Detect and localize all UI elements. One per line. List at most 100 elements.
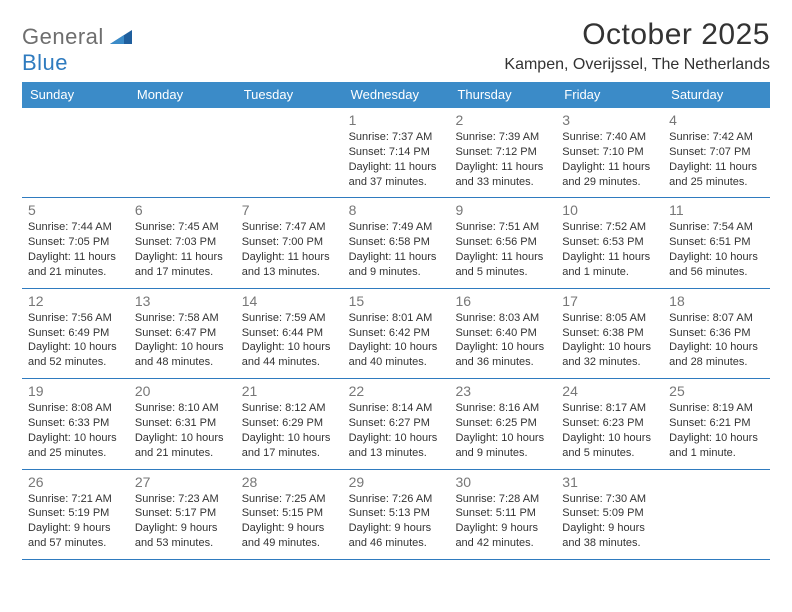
day-cell: 23Sunrise: 8:16 AMSunset: 6:25 PMDayligh… [449, 379, 556, 468]
daylight-text: Daylight: 10 hours and 5 minutes. [562, 431, 657, 461]
daylight-text: Daylight: 10 hours and 36 minutes. [455, 340, 550, 370]
sunset-text: Sunset: 6:53 PM [562, 235, 657, 250]
sunset-text: Sunset: 6:38 PM [562, 326, 657, 341]
day-cell: 6 Sunrise: 7:45 AMSunset: 7:03 PMDaylight… [129, 198, 236, 287]
day-cell: 27Sunrise: 7:23 AMSunset: 5:17 PMDayligh… [129, 470, 236, 559]
sunrise-text: Sunrise: 8:08 AM [28, 401, 123, 416]
bottom-rule [22, 559, 770, 560]
day-number: 5 [28, 202, 123, 218]
sunrise-text: Sunrise: 7:54 AM [669, 220, 764, 235]
day-cell: 29Sunrise: 7:26 AMSunset: 5:13 PMDayligh… [343, 470, 450, 559]
daylight-text: Daylight: 9 hours and 46 minutes. [349, 521, 444, 551]
day-number: 29 [349, 474, 444, 490]
day-number: 22 [349, 383, 444, 399]
sunset-text: Sunset: 6:25 PM [455, 416, 550, 431]
calendar-page: General Blue October 2025 Kampen, Overij… [0, 0, 792, 570]
day-cell: 2Sunrise: 7:39 AMSunset: 7:12 PMDaylight… [449, 108, 556, 197]
sunset-text: Sunset: 7:10 PM [562, 145, 657, 160]
weekday-friday: Friday [556, 82, 663, 108]
day-cell: 19Sunrise: 8:08 AMSunset: 6:33 PMDayligh… [22, 379, 129, 468]
daylight-text: Daylight: 10 hours and 9 minutes. [455, 431, 550, 461]
weekday-saturday: Saturday [663, 82, 770, 108]
sunrise-text: Sunrise: 7:25 AM [242, 492, 337, 507]
day-cell: 8Sunrise: 7:49 AMSunset: 6:58 PMDaylight… [343, 198, 450, 287]
sunset-text: Sunset: 6:44 PM [242, 326, 337, 341]
day-cell: 16Sunrise: 8:03 AMSunset: 6:40 PMDayligh… [449, 289, 556, 378]
sunrise-text: Sunrise: 7:21 AM [28, 492, 123, 507]
day-cell: 13Sunrise: 7:58 AMSunset: 6:47 PMDayligh… [129, 289, 236, 378]
day-number: 18 [669, 293, 764, 309]
sunset-text: Sunset: 7:03 PM [135, 235, 230, 250]
sunrise-text: Sunrise: 7:30 AM [562, 492, 657, 507]
day-number: 11 [669, 202, 764, 218]
sunset-text: Sunset: 5:15 PM [242, 506, 337, 521]
daylight-text: Daylight: 10 hours and 1 minute. [669, 431, 764, 461]
day-number: 17 [562, 293, 657, 309]
day-cell: 30Sunrise: 7:28 AMSunset: 5:11 PMDayligh… [449, 470, 556, 559]
week-row: 5Sunrise: 7:44 AMSunset: 7:05 PMDaylight… [22, 197, 770, 287]
sunrise-text: Sunrise: 7:59 AM [242, 311, 337, 326]
brand-logo: General Blue [22, 18, 132, 76]
day-cell: 11Sunrise: 7:54 AMSunset: 6:51 PMDayligh… [663, 198, 770, 287]
daylight-text: Daylight: 11 hours and 37 minutes. [349, 160, 444, 190]
daylight-text: Daylight: 10 hours and 44 minutes. [242, 340, 337, 370]
daylight-text: Daylight: 11 hours and 29 minutes. [562, 160, 657, 190]
daylight-text: Daylight: 10 hours and 32 minutes. [562, 340, 657, 370]
sunrise-text: Sunrise: 7:42 AM [669, 130, 764, 145]
sunset-text: Sunset: 5:19 PM [28, 506, 123, 521]
day-number: 24 [562, 383, 657, 399]
sunset-text: Sunset: 6:31 PM [135, 416, 230, 431]
daylight-text: Daylight: 11 hours and 17 minutes. [135, 250, 230, 280]
sunrise-text: Sunrise: 7:47 AM [242, 220, 337, 235]
day-number: 3 [562, 112, 657, 128]
day-cell: 9Sunrise: 7:51 AMSunset: 6:56 PMDaylight… [449, 198, 556, 287]
sunset-text: Sunset: 6:36 PM [669, 326, 764, 341]
sunrise-text: Sunrise: 7:56 AM [28, 311, 123, 326]
empty-cell [663, 470, 770, 559]
day-cell: 24 Sunrise: 8:17 AMSunset: 6:23 PMDayligh… [556, 379, 663, 468]
day-number: 13 [135, 293, 230, 309]
day-cell: 20Sunrise: 8:10 AMSunset: 6:31 PMDayligh… [129, 379, 236, 468]
day-number: 31 [562, 474, 657, 490]
weekday-monday: Monday [129, 82, 236, 108]
weekday-thursday: Thursday [449, 82, 556, 108]
header: General Blue October 2025 Kampen, Overij… [22, 18, 770, 76]
sunrise-text: Sunrise: 8:10 AM [135, 401, 230, 416]
day-cell: 3 Sunrise: 7:40 AMSunset: 7:10 PMDaylight… [556, 108, 663, 197]
sunrise-text: Sunrise: 8:17 AM [562, 401, 657, 416]
sunrise-text: Sunrise: 7:45 AM [135, 220, 230, 235]
daylight-text: Daylight: 11 hours and 25 minutes. [669, 160, 764, 190]
day-number: 6 [135, 202, 230, 218]
day-number: 15 [349, 293, 444, 309]
weekday-header-row: Sunday Monday Tuesday Wednesday Thursday… [22, 82, 770, 108]
day-number: 10 [562, 202, 657, 218]
sunset-text: Sunset: 6:23 PM [562, 416, 657, 431]
sunset-text: Sunset: 5:09 PM [562, 506, 657, 521]
day-number: 1 [349, 112, 444, 128]
logo-text-blue: Blue [22, 50, 68, 75]
sunset-text: Sunset: 5:13 PM [349, 506, 444, 521]
calendar-grid: Sunday Monday Tuesday Wednesday Thursday… [22, 82, 770, 560]
daylight-text: Daylight: 9 hours and 53 minutes. [135, 521, 230, 551]
sunrise-text: Sunrise: 8:19 AM [669, 401, 764, 416]
sunrise-text: Sunrise: 7:40 AM [562, 130, 657, 145]
title-block: October 2025 Kampen, Overijssel, The Net… [504, 18, 770, 74]
day-number: 4 [669, 112, 764, 128]
sunrise-text: Sunrise: 7:28 AM [455, 492, 550, 507]
week-row: 19Sunrise: 8:08 AMSunset: 6:33 PMDayligh… [22, 378, 770, 468]
sunset-text: Sunset: 7:00 PM [242, 235, 337, 250]
day-cell: 7Sunrise: 7:47 AMSunset: 7:00 PMDaylight… [236, 198, 343, 287]
day-number: 30 [455, 474, 550, 490]
day-number: 9 [455, 202, 550, 218]
sunset-text: Sunset: 7:05 PM [28, 235, 123, 250]
logo-word: General Blue [22, 24, 132, 76]
daylight-text: Daylight: 10 hours and 56 minutes. [669, 250, 764, 280]
day-cell: 18Sunrise: 8:07 AMSunset: 6:36 PMDayligh… [663, 289, 770, 378]
week-row: 26Sunrise: 7:21 AMSunset: 5:19 PMDayligh… [22, 469, 770, 559]
day-number: 12 [28, 293, 123, 309]
day-number: 21 [242, 383, 337, 399]
sunrise-text: Sunrise: 8:16 AM [455, 401, 550, 416]
sunset-text: Sunset: 6:58 PM [349, 235, 444, 250]
weeks-container: 1Sunrise: 7:37 AMSunset: 7:14 PMDaylight… [22, 108, 770, 559]
sunrise-text: Sunrise: 8:03 AM [455, 311, 550, 326]
